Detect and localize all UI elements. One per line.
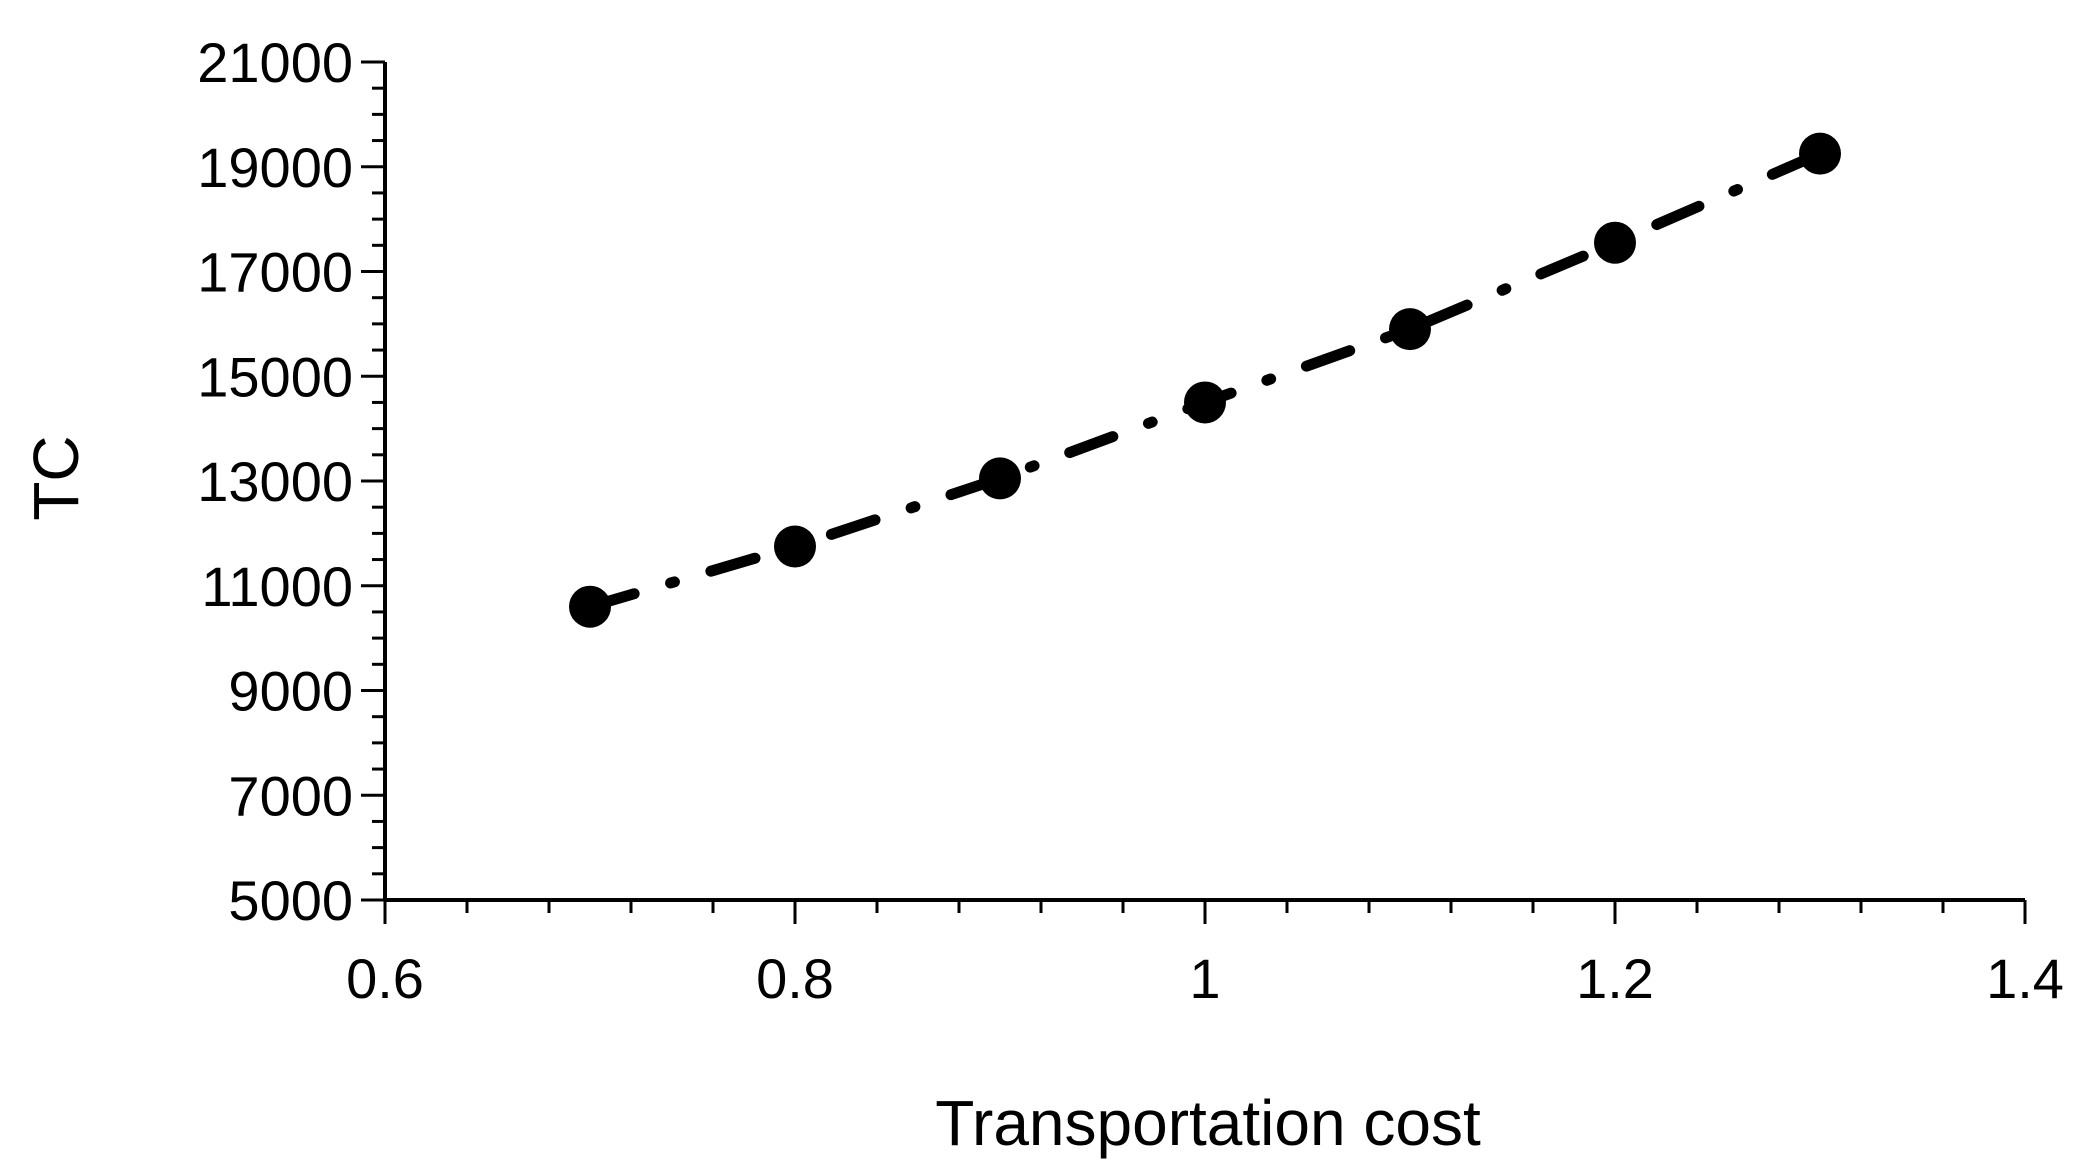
data-point <box>1389 308 1431 351</box>
data-point <box>774 525 816 568</box>
y-tick-label: 21000 <box>197 31 353 94</box>
series-group <box>569 132 1841 628</box>
y-tick-label: 17000 <box>197 241 353 304</box>
y-tick-label: 7000 <box>228 764 353 827</box>
x-tick-label: 0.8 <box>756 947 834 1010</box>
data-point <box>1184 381 1226 424</box>
x-tick-label: 1.4 <box>1986 947 2064 1010</box>
y-tick-label: 19000 <box>197 136 353 199</box>
x-tick-label: 1 <box>1189 947 1220 1010</box>
data-point <box>569 585 611 628</box>
data-point <box>1594 221 1636 264</box>
y-tick-label: 5000 <box>228 869 353 932</box>
x-axis-ticks: 0.6 0.8 1 1.2 1.4 <box>346 900 2064 1010</box>
data-point <box>979 457 1021 500</box>
series-line <box>584 148 1826 613</box>
y-axis-title: TC <box>20 435 92 520</box>
y-tick-label: 11000 <box>201 555 353 618</box>
y-tick-label: 9000 <box>228 660 353 723</box>
data-point <box>1799 132 1841 175</box>
y-tick-label: 15000 <box>197 345 353 408</box>
x-axis-title: Transportation cost <box>935 1087 1481 1159</box>
y-tick-label: 13000 <box>197 450 353 513</box>
x-tick-label: 1.2 <box>1576 947 1654 1010</box>
x-tick-label: 0.6 <box>346 947 424 1010</box>
axes <box>383 62 2025 902</box>
y-axis-ticks: 5000 7000 9000 11000 13000 15000 17000 19000 210… <box>197 31 385 932</box>
